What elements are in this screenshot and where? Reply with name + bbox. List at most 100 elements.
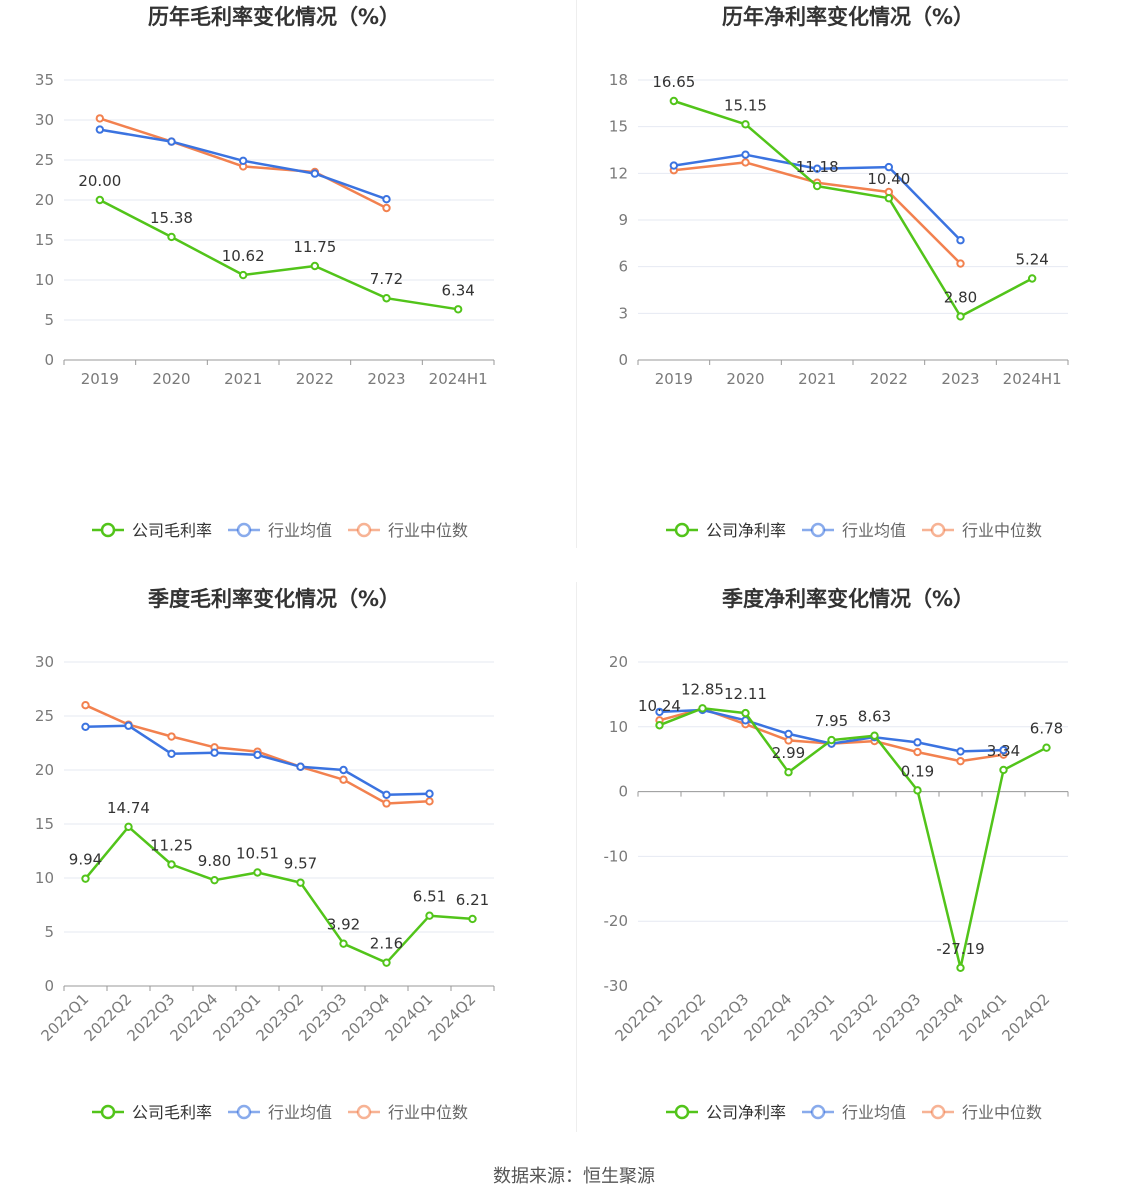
data-label: 9.94 (69, 851, 102, 869)
chart-panel-quarterly-gross-margin: 季度毛利率变化情况（%） 0 5 10 15 20 25 30 2022Q1 2022Q2 2022… (0, 582, 574, 1142)
data-point-median (956, 259, 965, 268)
data-point-avg (124, 721, 133, 730)
data-label: 6.21 (456, 891, 489, 909)
data-point-company (913, 786, 922, 795)
legend-label: 行业均值 (268, 1103, 332, 1122)
data-point-company (741, 120, 750, 129)
data-point-company (669, 96, 679, 106)
legend-marker (674, 1104, 690, 1120)
data-point-avg (167, 749, 176, 759)
x-tick-label: 2020 (726, 370, 764, 388)
y-tick-label: 3 (618, 304, 628, 322)
legend-label: 行业中位数 (388, 1103, 468, 1122)
annual-net-margin-chart: 历年净利率变化情况（%） 0 3 6 9 12 15 18 2019 2020 2021 2022 20… (609, 5, 1069, 540)
data-point-company (1027, 274, 1037, 283)
data-label: 12.85 (681, 680, 724, 698)
legend-item-median: 行业中位数 (348, 521, 468, 540)
x-tick-label: 2023 (941, 370, 979, 388)
legend-marker (356, 522, 372, 538)
y-tick-label: 0 (618, 351, 628, 369)
data-point-company (81, 874, 90, 883)
y-tick-label: 20 (35, 761, 54, 779)
data-point-avg (95, 125, 105, 134)
data-point-company (741, 708, 750, 718)
data-point-median (913, 747, 922, 757)
data-point-avg (425, 789, 434, 798)
legend-item-company: 公司净利率 (666, 1103, 786, 1122)
data-point-company (956, 312, 965, 321)
legend-marker (810, 522, 826, 538)
chart-panel-annual-net-margin: 历年净利率变化情况（%） 0 3 6 9 12 15 18 2019 2020 2021 2022 20… (574, 0, 1148, 560)
y-tick-label: 30 (35, 111, 54, 129)
data-label: 11.18 (796, 158, 839, 176)
data-label: 15.38 (150, 209, 193, 227)
legend-item-company: 公司毛利率 (92, 1103, 212, 1122)
legend-marker (674, 522, 690, 538)
x-tick-label: 2024Q2 (999, 990, 1054, 1045)
chart-title: 季度净利率变化情况（%） (722, 587, 974, 611)
data-point-company (784, 768, 793, 777)
data-point-avg (999, 745, 1008, 755)
data-point-median (741, 158, 750, 167)
x-tick-label: 2020 (152, 370, 190, 388)
data-label: 10.24 (638, 697, 681, 715)
legend-label: 行业均值 (842, 521, 906, 540)
data-point-avg (382, 790, 391, 800)
data-point-company (210, 875, 219, 885)
data-point-company (382, 958, 391, 967)
data-label: 7.95 (815, 712, 848, 730)
series-line-company (99, 198, 459, 311)
data-label: 2.80 (944, 288, 977, 306)
y-tick-label: -30 (604, 977, 629, 995)
annual-gross-margin-chart: 历年毛利率变化情况（%） 0 5 10 15 20 25 30 35 2019 2020 2021 20… (35, 5, 495, 540)
chart-title: 季度毛利率变化情况（%） (148, 587, 400, 611)
data-point-avg (238, 156, 248, 166)
y-tick-label: 18 (609, 71, 628, 89)
legend-marker (100, 522, 116, 538)
data-point-avg (81, 722, 90, 732)
y-tick-label: 9 (618, 211, 628, 229)
legend-marker (236, 522, 252, 538)
y-tick-label: 15 (35, 231, 54, 249)
data-label: 9.80 (198, 852, 231, 870)
data-point-company (468, 914, 477, 924)
chart-title: 历年净利率变化情况（%） (722, 5, 974, 29)
legend-item-avg: 行业均值 (802, 521, 906, 540)
data-point-avg (296, 762, 305, 771)
x-tick-label: 2023 (367, 370, 405, 388)
legend-marker (810, 1104, 826, 1120)
x-tick-label: 2021 (798, 370, 836, 388)
data-source-note: 数据来源：恒生聚源 (493, 1166, 655, 1187)
data-point-company (238, 270, 248, 280)
data-label: 10.51 (236, 844, 279, 862)
data-label: 2.16 (370, 935, 403, 953)
data-point-company (425, 911, 434, 920)
data-point-company (382, 294, 391, 303)
data-label: 6.34 (441, 281, 474, 299)
data-point-median (425, 797, 434, 806)
y-tick-label: 0 (44, 977, 54, 995)
y-tick-label: 0 (618, 783, 628, 801)
data-label: 10.40 (867, 170, 910, 188)
vertical-divider-bottom (576, 582, 577, 1132)
data-label: 5.24 (1015, 250, 1048, 268)
data-label: 7.72 (370, 270, 403, 288)
data-point-company (167, 860, 176, 869)
data-point-median (382, 799, 391, 808)
quarterly-gross-margin-chart: 季度毛利率变化情况（%）0510152025302022Q12022Q22022… (35, 587, 495, 1122)
data-label: 8.63 (858, 708, 891, 726)
legend-item-company: 公司毛利率 (92, 521, 212, 540)
data-point-company (956, 963, 965, 972)
data-label: 3.34 (987, 742, 1020, 760)
data-point-company (812, 181, 822, 191)
data-point-company (655, 721, 664, 730)
data-point-avg (310, 169, 320, 178)
data-point-median (167, 732, 176, 741)
data-point-avg (655, 707, 664, 717)
data-point-company (698, 704, 707, 713)
data-point-company (453, 305, 463, 314)
y-tick-label: 0 (44, 351, 54, 369)
data-point-company (296, 878, 305, 887)
data-label: 14.74 (107, 799, 150, 817)
data-label: 3.92 (327, 916, 360, 934)
